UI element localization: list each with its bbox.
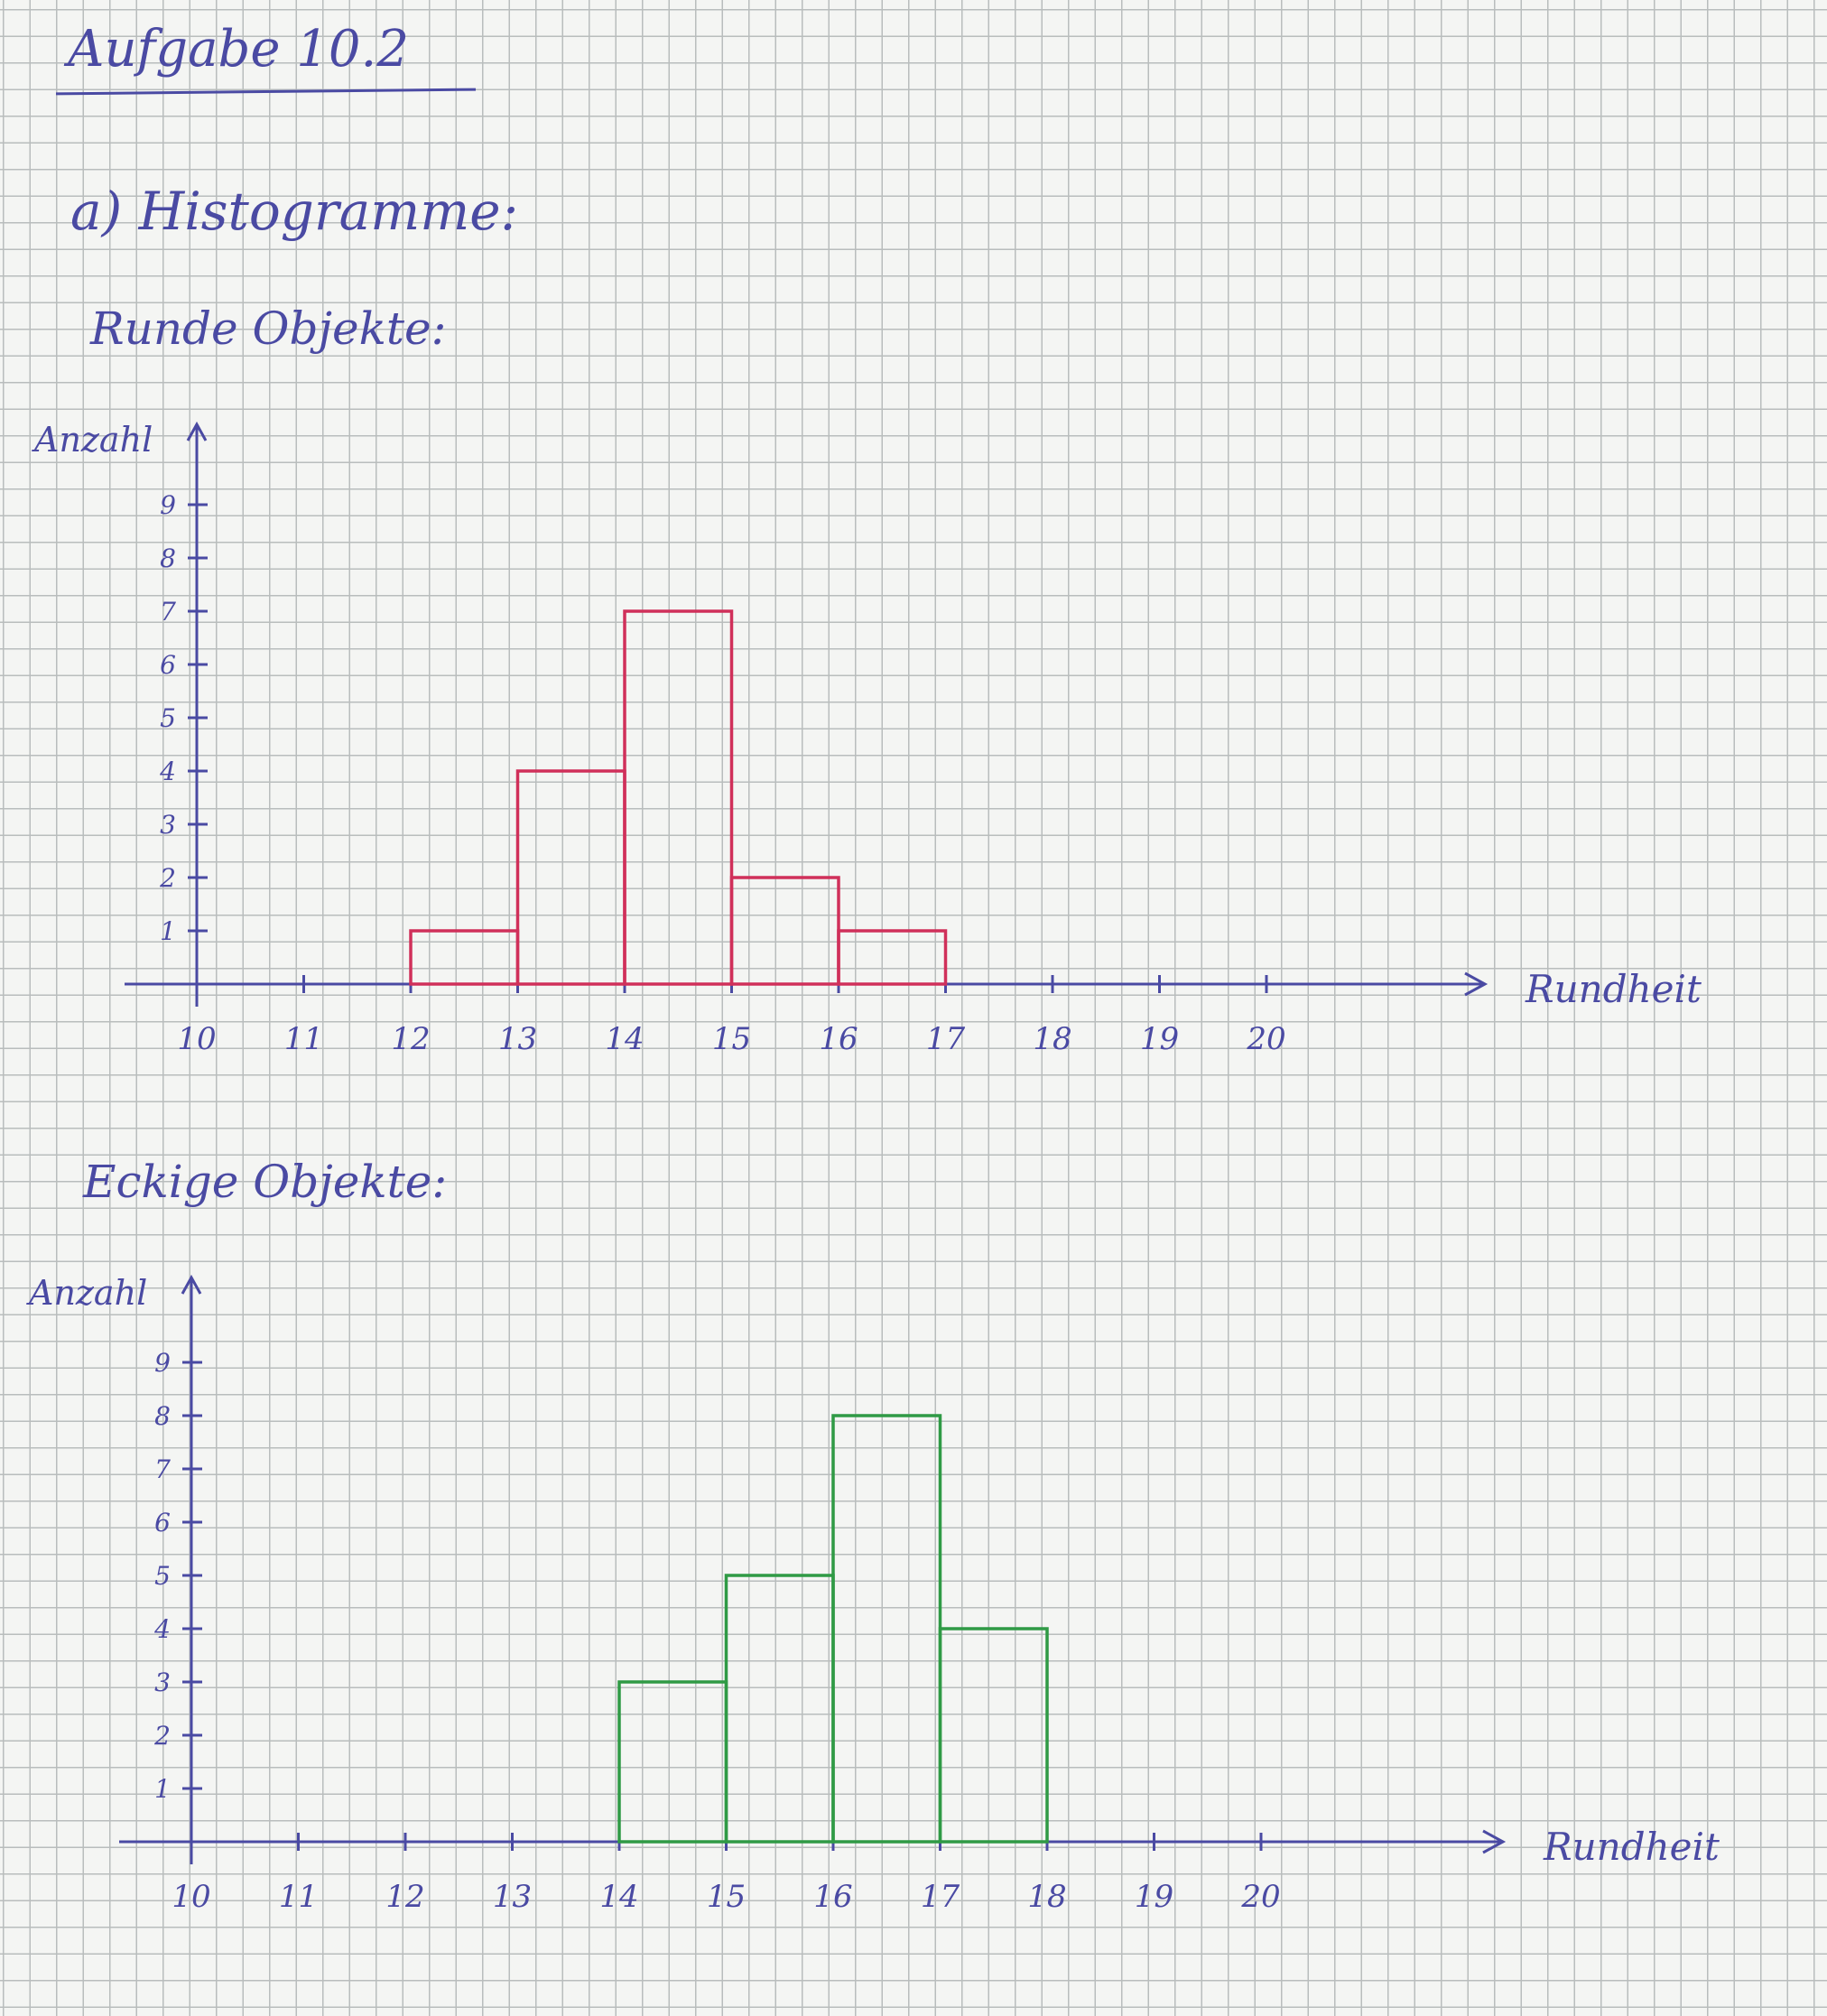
x-axis-arrow <box>1482 1829 1507 1854</box>
y-tick-label: 2 <box>153 1721 171 1751</box>
histogram-bar <box>831 1414 942 1844</box>
x-tick-label: 16 <box>813 1879 852 1915</box>
y-tick-label: 1 <box>154 1774 171 1804</box>
y-tick-label: 6 <box>160 650 176 680</box>
histogram-round-objects: 10 11 12 13 14 15 16 17 18 19 20123456789AnzahlRun… <box>32 420 1702 1057</box>
histogram-bar <box>409 929 520 986</box>
x-tick-label: 12 <box>385 1879 424 1915</box>
histogram-bar <box>515 769 626 986</box>
section-label-angular-objects: Eckige Objekte: <box>83 1156 448 1208</box>
x-tick-label: 14 <box>605 1021 644 1057</box>
y-axis-title: Anzahl <box>32 420 153 460</box>
x-tick-label: 20 <box>1240 1879 1280 1915</box>
x-tick-label: 11 <box>279 1879 318 1915</box>
section-heading: a) Histogramme: <box>70 181 519 242</box>
section-label-round-objects: Runde Objekte: <box>90 302 447 355</box>
histogram-bar <box>729 876 840 986</box>
x-tick-label: 18 <box>1027 1879 1066 1915</box>
histogram-bar <box>623 609 734 986</box>
x-tick-label: 11 <box>284 1021 323 1057</box>
x-axis-arrow <box>1464 971 1488 997</box>
title-underline <box>55 88 477 96</box>
y-tick-label: 5 <box>160 703 176 733</box>
x-tick-label: 10 <box>172 1879 210 1915</box>
y-tick-label: 7 <box>154 1454 171 1484</box>
y-tick-label: 3 <box>154 1668 171 1697</box>
x-tick-label: 10 <box>177 1021 216 1057</box>
histogram-bar <box>938 1627 1049 1844</box>
x-tick-label: 17 <box>926 1021 966 1057</box>
x-tick-label: 15 <box>712 1021 751 1057</box>
page-title: Aufgabe 10.2 <box>68 20 409 79</box>
y-tick-label: 4 <box>153 1614 171 1644</box>
histogram-angular-objects: 10 11 12 13 14 15 16 17 18 19 20123456789AnzahlRun… <box>26 1273 1720 1915</box>
x-tick-label: 19 <box>1140 1021 1179 1057</box>
y-tick-label: 9 <box>154 1348 171 1378</box>
x-tick-label: 12 <box>391 1021 430 1057</box>
x-tick-label: 13 <box>498 1021 537 1057</box>
y-tick-label: 6 <box>154 1508 171 1538</box>
y-tick-label: 9 <box>160 490 176 520</box>
y-tick-label: 8 <box>154 1401 171 1431</box>
y-tick-label: 4 <box>159 757 176 786</box>
x-axis-title: Rundheit <box>1543 1825 1720 1869</box>
y-tick-label: 8 <box>160 543 176 573</box>
y-tick-label: 7 <box>160 597 176 627</box>
x-tick-label: 17 <box>921 1879 960 1915</box>
y-axis-arrow <box>181 1274 202 1295</box>
x-tick-label: 19 <box>1135 1879 1173 1915</box>
histogram-bar <box>724 1574 835 1844</box>
y-axis-title: Anzahl <box>26 1273 147 1313</box>
y-axis-arrow <box>186 421 208 441</box>
x-tick-label: 18 <box>1033 1021 1071 1057</box>
x-tick-label: 15 <box>707 1879 746 1915</box>
x-axis-title: Rundheit <box>1525 967 1702 1011</box>
histogram-bar <box>837 929 948 986</box>
y-tick-label: 2 <box>159 863 176 893</box>
x-tick-label: 20 <box>1246 1021 1285 1057</box>
y-tick-label: 5 <box>154 1561 171 1591</box>
y-tick-label: 1 <box>160 916 176 946</box>
x-tick-label: 14 <box>599 1879 638 1915</box>
y-tick-label: 3 <box>160 810 176 840</box>
x-tick-label: 16 <box>819 1021 858 1057</box>
histogram-bar <box>617 1680 728 1844</box>
x-tick-label: 13 <box>493 1879 532 1915</box>
